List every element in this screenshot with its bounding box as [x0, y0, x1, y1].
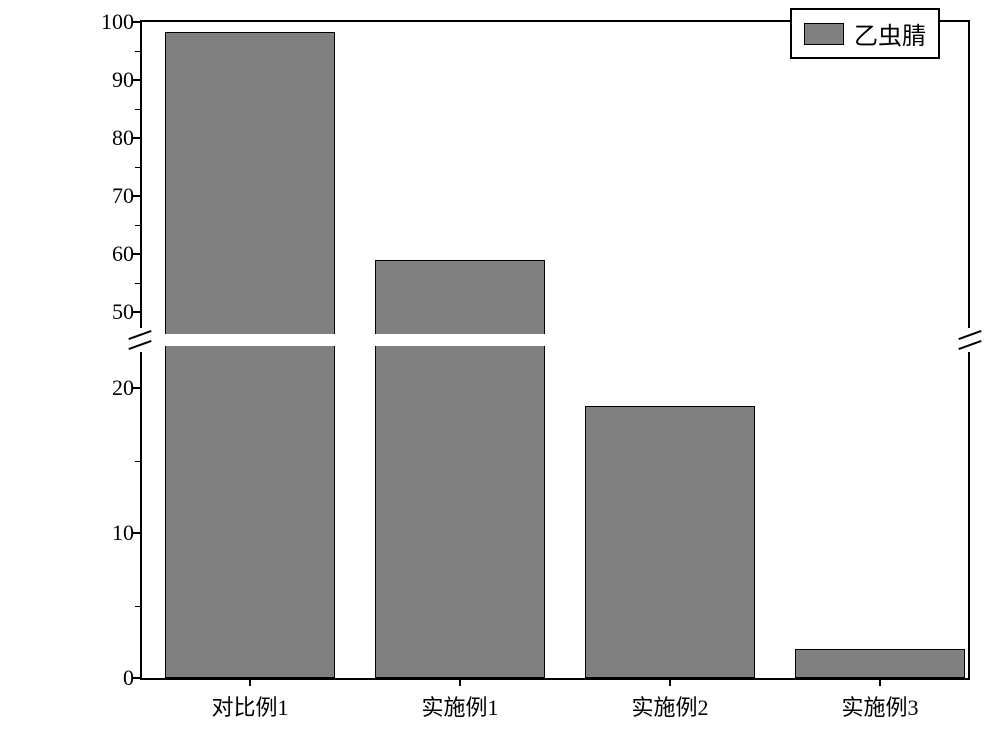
- bar-chart: 自由溶解态的乙虫腈浓度(µg/kg) 乙虫腈 01020506070809010…: [0, 0, 1000, 736]
- y-tick-label: 100: [101, 9, 134, 35]
- y-tick: [132, 532, 140, 534]
- legend: 乙虫腈: [790, 8, 940, 59]
- y-tick: [132, 21, 140, 23]
- legend-swatch: [804, 23, 844, 45]
- y-tick-label: 60: [112, 241, 134, 267]
- bar-break: [163, 334, 337, 346]
- bar: [165, 32, 335, 678]
- y-minor-tick: [135, 225, 140, 226]
- x-tick-label: 实施例2: [631, 690, 708, 722]
- x-tick: [459, 678, 461, 686]
- y-tick: [132, 79, 140, 81]
- y-tick-label: 20: [112, 375, 134, 401]
- bar: [585, 406, 755, 678]
- y-tick-label: 10: [112, 520, 134, 546]
- bar-break: [373, 334, 547, 346]
- y-tick: [132, 387, 140, 389]
- x-tick-label: 对比例1: [211, 690, 288, 722]
- y-tick: [132, 253, 140, 255]
- y-minor-tick: [135, 283, 140, 284]
- y-tick-label: 80: [112, 125, 134, 151]
- y-minor-tick: [135, 461, 140, 462]
- x-tick: [669, 678, 671, 686]
- y-tick-label: 90: [112, 67, 134, 93]
- y-tick-label: 50: [112, 299, 134, 325]
- y-tick: [132, 195, 140, 197]
- bar: [375, 260, 545, 678]
- y-minor-tick: [135, 51, 140, 52]
- y-tick: [132, 677, 140, 679]
- y-tick: [132, 137, 140, 139]
- x-tick: [879, 678, 881, 686]
- bar: [795, 649, 965, 678]
- x-tick: [249, 678, 251, 686]
- y-tick: [132, 311, 140, 313]
- y-tick-label: 70: [112, 183, 134, 209]
- y-minor-tick: [135, 606, 140, 607]
- legend-label: 乙虫腈: [854, 16, 926, 51]
- y-minor-tick: [135, 167, 140, 168]
- x-tick-label: 实施例3: [841, 690, 918, 722]
- y-minor-tick: [135, 109, 140, 110]
- x-tick-label: 实施例1: [421, 690, 498, 722]
